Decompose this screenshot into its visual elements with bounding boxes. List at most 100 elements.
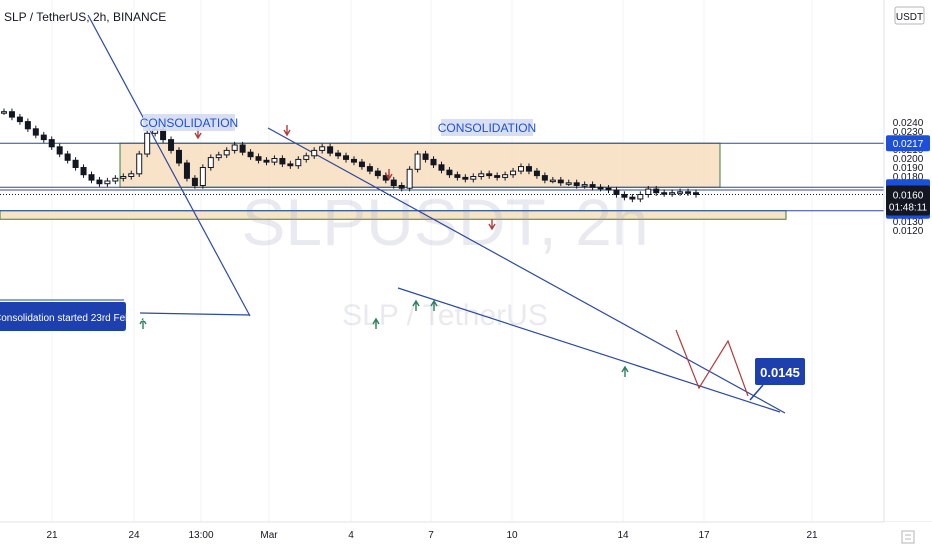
up-arrow-icon (621, 365, 629, 377)
candle-body (311, 149, 318, 157)
time-tick-label: Mar (260, 530, 278, 541)
projection-line (675, 329, 749, 397)
time-axis: 21 24 13:00 Mar 4 7 10 14 17 21 (0, 521, 932, 550)
candle-body (32, 128, 39, 136)
time-tick-label: 7 (428, 530, 434, 541)
annotations: SLP / TetherUS, 2h, BINANCE CONSOLIDATION… (0, 10, 805, 401)
consolidation-label-bg (441, 119, 533, 136)
price-tick-label: 0.0120 (893, 226, 924, 237)
axis-corner (884, 522, 932, 550)
candle-body (462, 176, 469, 180)
price-tick-label: 0.0180 (893, 172, 924, 183)
currency-badge-label: USDT (896, 12, 923, 23)
candle-body (183, 162, 190, 179)
price-axis: USDT0.02400.02300.02200.02100.02000.0190… (883, 0, 932, 550)
current-price-badge (886, 185, 930, 216)
candle-body (24, 121, 31, 130)
candle-body (685, 191, 692, 194)
consolidation-label-right: CONSOLIDATION (438, 121, 536, 135)
candle-body (438, 164, 445, 171)
candle-body (303, 155, 310, 160)
down-arrow-icon (385, 169, 393, 181)
candle-body (398, 185, 405, 189)
trendlines (87, 14, 786, 414)
settings-icon[interactable] (901, 530, 915, 544)
price-tick-label: 0.0200 (893, 154, 924, 165)
down-arrow-icon (488, 219, 496, 231)
candle-body (199, 167, 206, 186)
candle-body (80, 167, 87, 176)
symbol-title: SLP / TetherUS, 2h, BINANCE (4, 10, 166, 24)
candle-body (128, 173, 135, 178)
current-price-label: 0.0160 (893, 191, 924, 202)
candle-body (175, 149, 182, 164)
candle-body (327, 146, 334, 154)
consolidation-label-left: CONSOLIDATION (140, 116, 238, 130)
candle-body (319, 146, 326, 151)
candles (1, 108, 699, 203)
candle-body (661, 192, 668, 195)
candle-body (144, 132, 151, 155)
candle-body (510, 170, 517, 176)
candle-body (502, 174, 509, 178)
candle-body (295, 158, 302, 167)
candle-body (581, 184, 588, 187)
candle-body (677, 191, 684, 194)
trendline (139, 312, 251, 316)
price-tick-label: 0.0230 (893, 127, 924, 138)
candle-body (597, 186, 604, 190)
candle-body (390, 179, 397, 187)
time-tick-label: 13:00 (188, 530, 213, 541)
price-tick-label: 0.0240 (893, 118, 924, 129)
consolidation-label-bg (143, 114, 235, 131)
candle-body (1, 111, 7, 114)
currency-badge[interactable] (894, 6, 925, 25)
candle-body (223, 149, 230, 156)
candle-body (406, 168, 413, 189)
candle-body (8, 111, 15, 118)
up-arrow-icon (139, 317, 147, 329)
candle-body (446, 169, 453, 176)
candle-body (358, 161, 365, 168)
candle-body (613, 189, 620, 195)
candle-body (350, 158, 357, 163)
candle-body (533, 170, 540, 177)
candle-body (287, 163, 294, 167)
candle-body (605, 187, 612, 191)
projection-path (675, 329, 749, 397)
trendline (267, 127, 786, 414)
time-axis-bg (0, 522, 884, 550)
candle-body (518, 166, 525, 172)
candle-body (112, 177, 119, 182)
up-arrow-icon (372, 317, 380, 329)
price-tick-label: 0.0190 (893, 163, 924, 174)
candle-body (693, 192, 699, 195)
candle-body (645, 188, 652, 196)
candle-body (486, 173, 493, 177)
time-tick-label: 4 (348, 530, 354, 541)
candle-body (335, 152, 342, 157)
candle-body (168, 139, 175, 151)
down-arrow-icon (283, 125, 291, 137)
time-tick-label: 21 (806, 530, 818, 541)
candle-body (48, 139, 55, 148)
candle-body (541, 175, 548, 181)
candle-body (629, 196, 636, 200)
candle-body (191, 177, 198, 187)
candle-body (120, 176, 127, 179)
candle-body (136, 153, 143, 175)
price-tick-label: 0.0130 (893, 217, 924, 228)
price-axis-bg (884, 0, 932, 550)
trendline (397, 287, 781, 413)
trendline (87, 14, 251, 317)
time-tick-label: 14 (617, 530, 629, 541)
candle-body (255, 156, 262, 161)
watermark-main: SLPUSDT, 2h (241, 185, 648, 259)
candle-body (88, 174, 95, 181)
candle-body (565, 182, 572, 185)
target-callout (755, 358, 805, 385)
candle-body (669, 192, 676, 195)
target-callout-pointer (749, 384, 764, 401)
